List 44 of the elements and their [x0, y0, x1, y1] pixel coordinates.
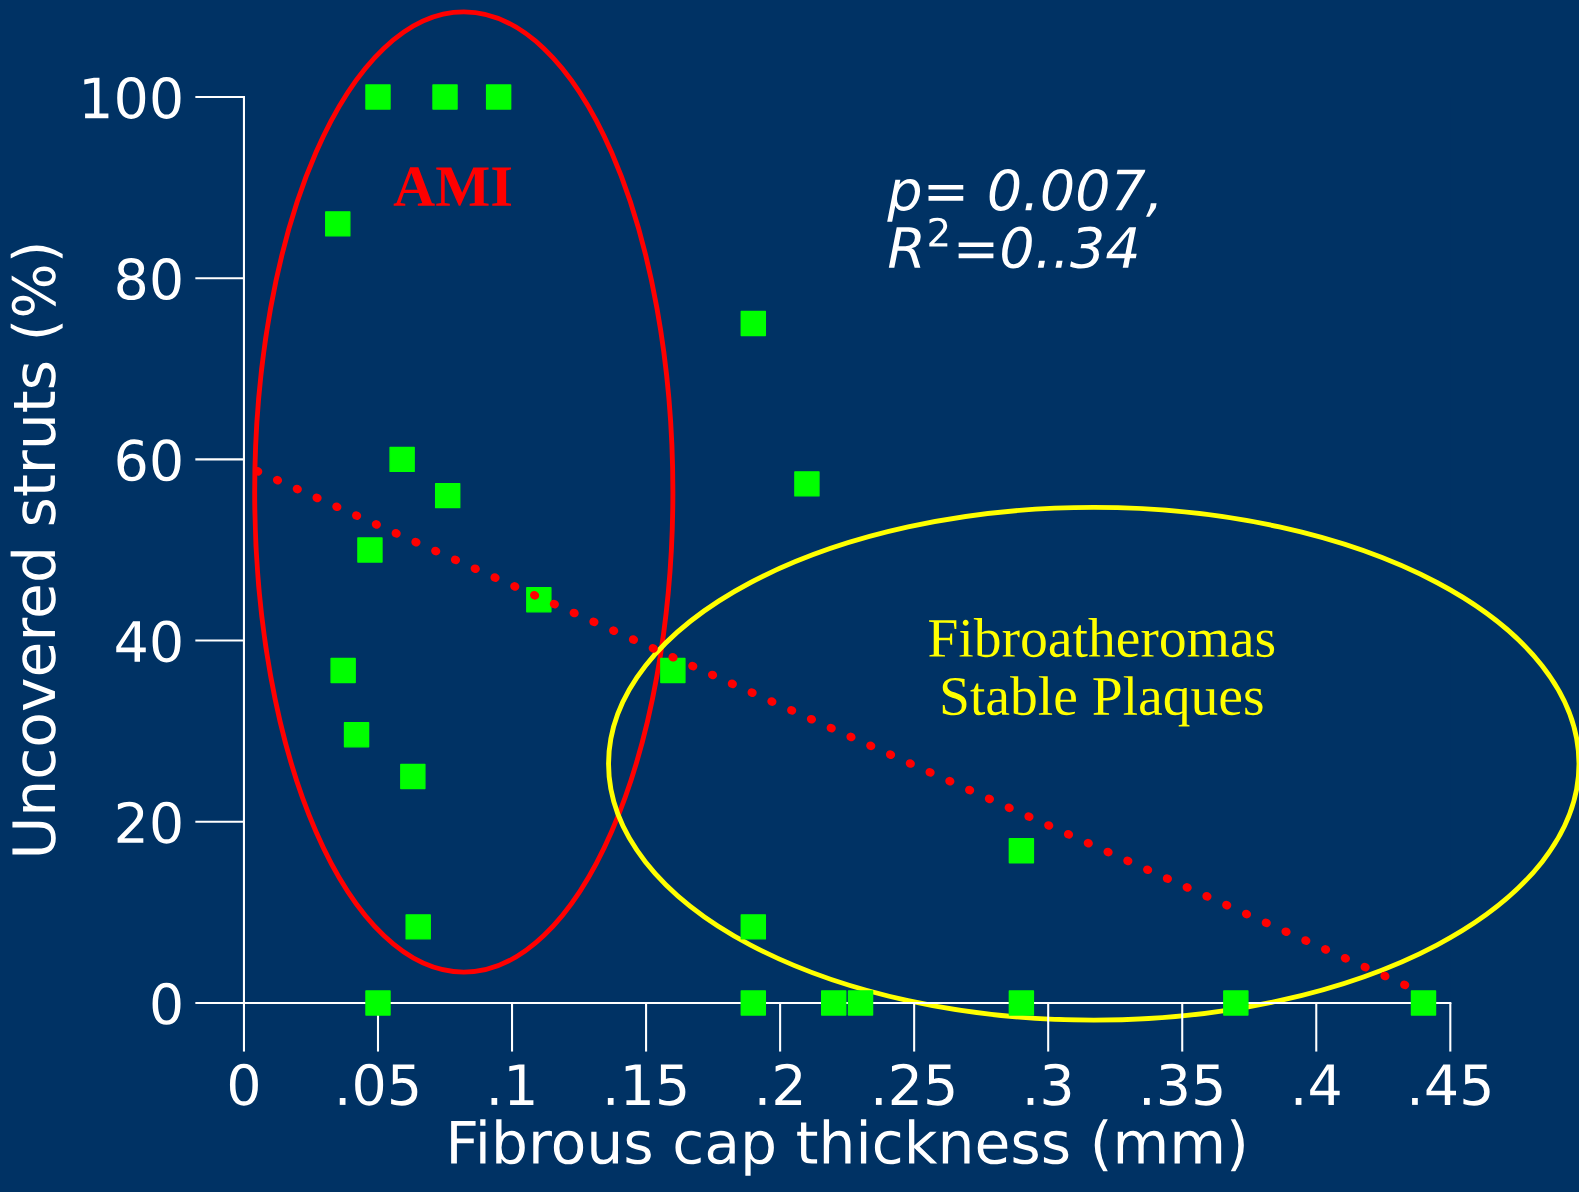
point: [660, 657, 686, 684]
y-tick-label: 20: [117, 801, 181, 844]
x-tick-label: .4: [1295, 1064, 1340, 1105]
x-tick-label: .15: [607, 1064, 686, 1106]
point: [740, 990, 767, 1016]
point: [365, 990, 391, 1016]
point: [485, 84, 512, 110]
x-axis-title: Fibrous cap thickness (mm): [451, 1119, 1244, 1176]
point: [1410, 990, 1437, 1016]
y-tick-label: 80: [117, 258, 181, 301]
x-tick-label: .2: [759, 1063, 802, 1105]
annotation: AMI: [393, 167, 512, 206]
x-tick-label: .35: [1143, 1063, 1222, 1106]
x-tick-label: .45: [1412, 1064, 1490, 1106]
annotation: Fibroatheromas Stable Plaques: [929, 618, 1275, 727]
x-tick-label: .3: [1027, 1063, 1071, 1106]
y-tick-label: 60: [117, 439, 181, 482]
point: [1008, 838, 1035, 864]
x-tick-label: .1: [491, 1064, 534, 1105]
point: [740, 310, 767, 337]
point: [434, 482, 461, 509]
point: [1223, 990, 1249, 1016]
x-tick-label: .25: [875, 1063, 954, 1106]
point: [325, 211, 351, 237]
point: [432, 84, 458, 110]
x-tick-label: .05: [339, 1063, 418, 1106]
y-tick-label: 40: [116, 620, 181, 663]
point: [357, 537, 383, 563]
y-tick-label: 100: [84, 76, 181, 119]
point: [740, 914, 767, 940]
y-tick-label: 0: [152, 982, 181, 1025]
point: [365, 84, 391, 110]
annotation: p= 0.007, R$^{2}$=0..34: [887, 168, 1157, 269]
point: [405, 914, 431, 940]
point: [847, 990, 874, 1016]
y-axis-title: Uncovered struts (%): [10, 245, 63, 855]
x-tick-label: 0: [229, 1063, 258, 1106]
point: [1008, 990, 1035, 1016]
point: [821, 990, 847, 1016]
point: [330, 657, 356, 684]
point: [400, 763, 426, 790]
point: [389, 446, 415, 473]
point: [794, 471, 820, 497]
point: [343, 722, 370, 748]
